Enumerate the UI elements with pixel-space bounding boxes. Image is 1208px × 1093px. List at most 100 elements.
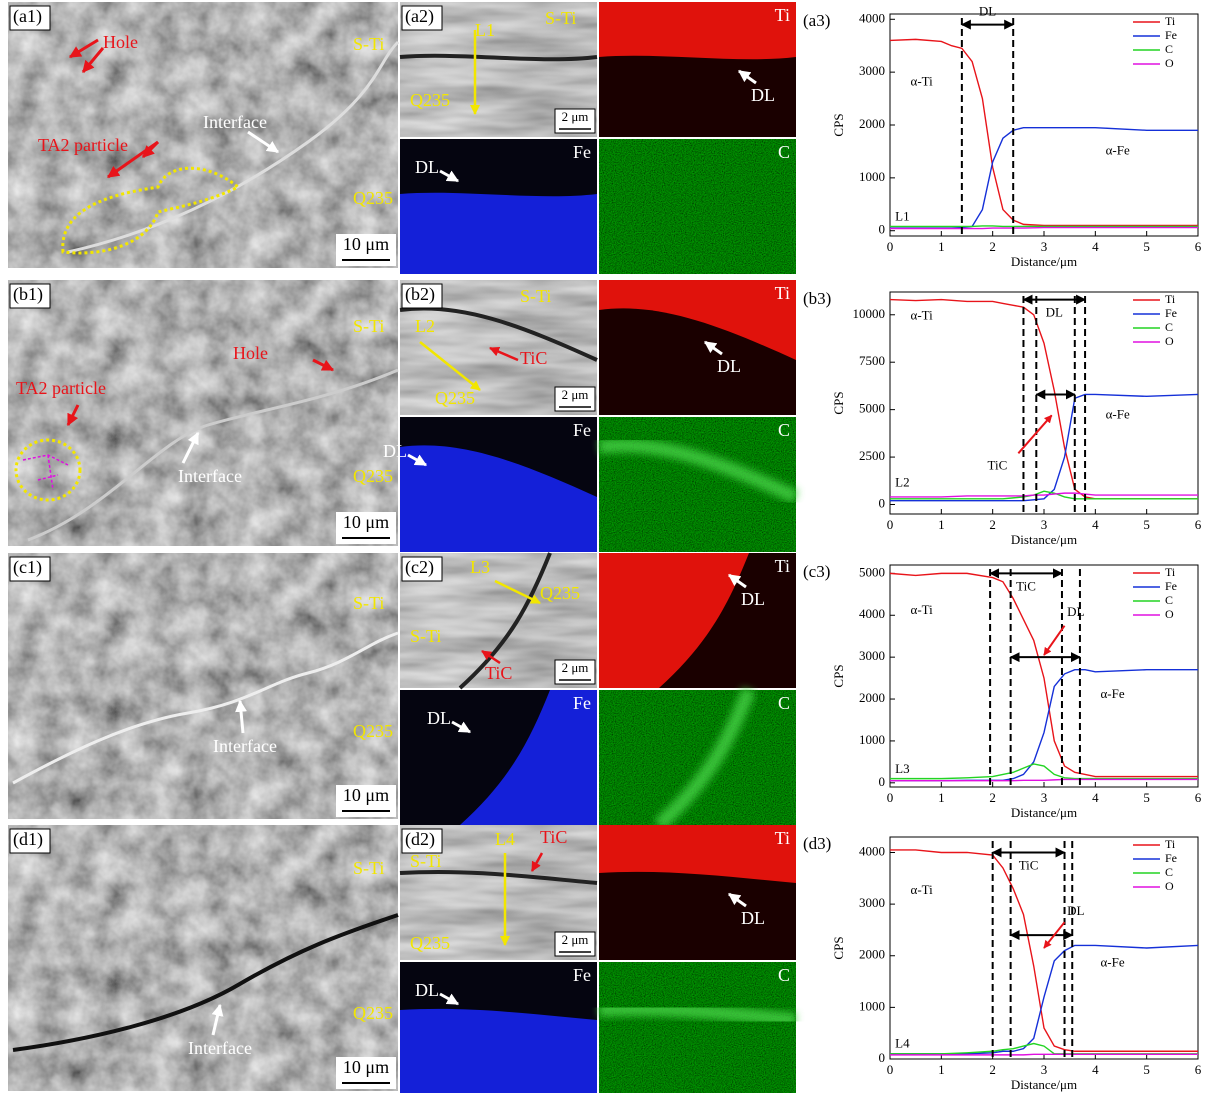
y-tick-label: 5000 bbox=[859, 564, 885, 579]
image-label: TiC bbox=[485, 663, 512, 683]
annotation: α-Ti bbox=[911, 74, 934, 89]
sem-image bbox=[8, 553, 398, 819]
map-tile bbox=[599, 2, 796, 137]
map-label: Fe bbox=[573, 420, 591, 440]
sem-background bbox=[8, 553, 398, 819]
map-label: C bbox=[778, 693, 790, 713]
map-label: DL bbox=[427, 708, 451, 728]
x-tick-label: 6 bbox=[1195, 239, 1202, 254]
image-label: Q235 bbox=[353, 721, 393, 741]
legend-label: O bbox=[1165, 879, 1174, 893]
legend-label: Ti bbox=[1165, 14, 1176, 28]
series-line bbox=[890, 226, 1198, 227]
image-label: L1 bbox=[475, 20, 495, 40]
legend-label: C bbox=[1165, 865, 1173, 879]
scale-label: 10 μm bbox=[343, 1057, 389, 1077]
x-tick-label: 4 bbox=[1092, 1062, 1099, 1077]
map-tile bbox=[599, 825, 796, 960]
scale-label: 10 μm bbox=[343, 234, 389, 254]
image-label: L4 bbox=[495, 829, 515, 849]
x-tick-label: 5 bbox=[1143, 1062, 1150, 1077]
legend-label: Fe bbox=[1165, 851, 1177, 865]
y-tick-label: 1000 bbox=[859, 998, 885, 1013]
annotation: L1 bbox=[895, 208, 909, 223]
image-label: Q235 bbox=[435, 388, 475, 408]
series-line bbox=[890, 850, 1198, 1051]
scale-label: 10 μm bbox=[343, 785, 389, 805]
annotation: L4 bbox=[895, 1036, 910, 1051]
y-tick-label: 0 bbox=[879, 495, 886, 510]
legend-label: O bbox=[1165, 56, 1174, 70]
image-label: L3 bbox=[470, 557, 490, 577]
x-axis-label: Distance/μm bbox=[1011, 805, 1077, 820]
image-label: S-Ti bbox=[353, 858, 384, 878]
panel-label: (c3) bbox=[803, 562, 830, 581]
x-tick-label: 2 bbox=[989, 239, 996, 254]
image-label: S-Ti bbox=[353, 34, 384, 54]
series-line bbox=[890, 670, 1198, 781]
image-label: Q235 bbox=[410, 90, 450, 110]
map-tile bbox=[599, 962, 796, 1093]
map-label: Ti bbox=[775, 5, 790, 25]
image-label: S-Ti bbox=[410, 851, 441, 871]
scale-label: 10 μm bbox=[343, 512, 389, 532]
legend-label: Ti bbox=[1165, 565, 1176, 579]
fe-map-bright bbox=[400, 1009, 597, 1093]
x-tick-label: 1 bbox=[938, 239, 945, 254]
y-tick-label: 1000 bbox=[859, 732, 885, 747]
y-tick-label: 2000 bbox=[859, 116, 885, 131]
image-label: S-Ti bbox=[545, 8, 576, 28]
x-tick-label: 4 bbox=[1092, 239, 1099, 254]
image-label: TA2 particle bbox=[38, 135, 128, 155]
plot-frame bbox=[890, 14, 1198, 236]
image-label: Q235 bbox=[410, 933, 450, 953]
x-tick-label: 3 bbox=[1041, 239, 1048, 254]
x-tick-label: 3 bbox=[1041, 517, 1048, 532]
map-label: Fe bbox=[573, 693, 591, 713]
image-label: Q235 bbox=[353, 188, 393, 208]
y-axis-label: CPS bbox=[831, 391, 846, 414]
map-tile bbox=[599, 280, 796, 415]
x-tick-label: 6 bbox=[1195, 517, 1202, 532]
y-tick-label: 2000 bbox=[859, 947, 885, 962]
annotation: α-Ti bbox=[911, 308, 934, 323]
y-axis-label: CPS bbox=[831, 936, 846, 959]
image-label: (b1) bbox=[13, 284, 43, 305]
image-label: Interface bbox=[203, 112, 267, 132]
map-label: C bbox=[778, 420, 790, 440]
panel-label: (b3) bbox=[803, 289, 831, 308]
map-label: DL bbox=[717, 356, 741, 376]
annotation: DL bbox=[1067, 903, 1084, 918]
annotation: L3 bbox=[895, 761, 909, 776]
map-label: Fe bbox=[573, 965, 591, 985]
x-axis-label: Distance/μm bbox=[1011, 1077, 1077, 1092]
image-label: L2 bbox=[415, 316, 435, 336]
span-label: DL bbox=[1046, 305, 1063, 320]
y-tick-label: 0 bbox=[879, 222, 886, 237]
x-tick-label: 0 bbox=[887, 1062, 894, 1077]
series-line bbox=[890, 1044, 1198, 1054]
x-tick-label: 3 bbox=[1041, 790, 1048, 805]
x-tick-label: 4 bbox=[1092, 790, 1099, 805]
map-label: DL bbox=[741, 908, 765, 928]
series-line bbox=[890, 1054, 1198, 1055]
image-label: Interface bbox=[188, 1038, 252, 1058]
legend-label: Fe bbox=[1165, 306, 1177, 320]
series-line bbox=[890, 39, 1198, 225]
x-tick-label: 3 bbox=[1041, 1062, 1048, 1077]
figure: (a1)HoleS-TiTA2 particleInterfaceQ23510 … bbox=[0, 0, 1208, 1093]
image-label: S-Ti bbox=[353, 593, 384, 613]
legend-label: Ti bbox=[1165, 837, 1176, 851]
map-tile bbox=[599, 139, 796, 274]
image-label: S-Ti bbox=[520, 286, 551, 306]
y-tick-label: 0 bbox=[879, 1050, 886, 1065]
image-label: Hole bbox=[103, 32, 138, 52]
y-tick-label: 3000 bbox=[859, 648, 885, 663]
image-label: S-Ti bbox=[353, 316, 384, 336]
map-label: DL bbox=[751, 85, 775, 105]
map-label: DL bbox=[741, 589, 765, 609]
annotation: TiC bbox=[988, 458, 1008, 473]
annotation: α-Fe bbox=[1106, 142, 1130, 157]
legend-label: C bbox=[1165, 593, 1173, 607]
series-line bbox=[890, 128, 1198, 228]
